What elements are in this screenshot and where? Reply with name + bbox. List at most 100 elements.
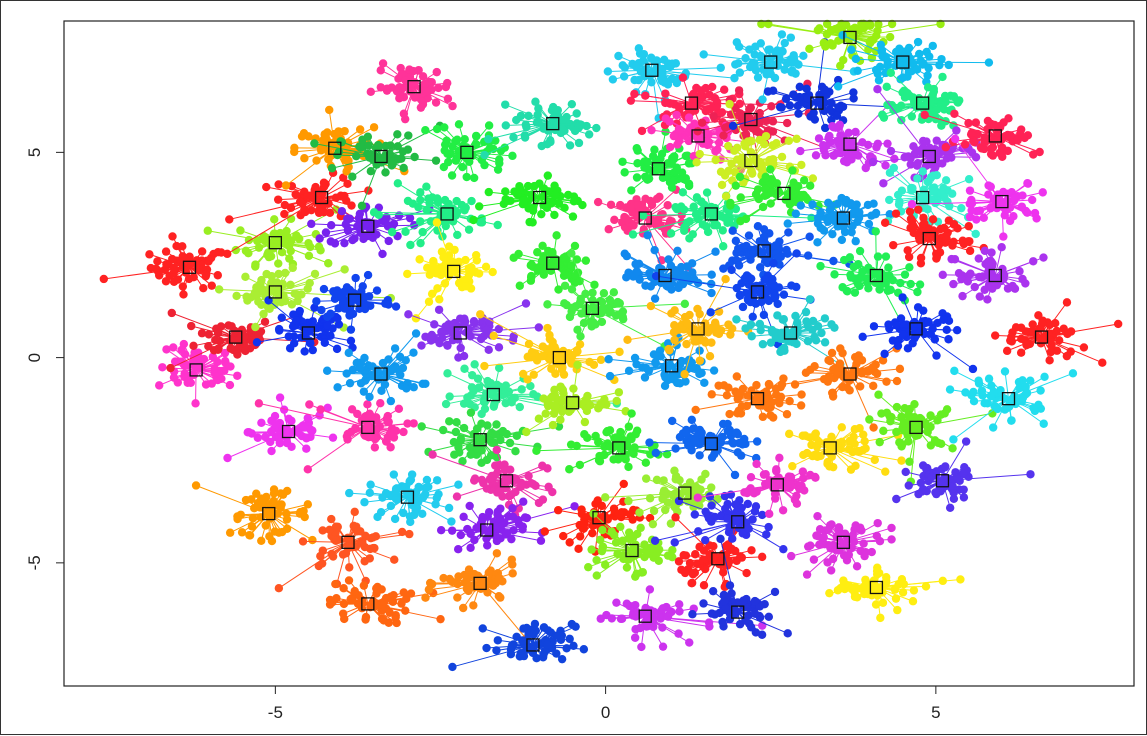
- data-point: [696, 356, 704, 364]
- data-point: [672, 59, 680, 67]
- data-point: [436, 615, 444, 623]
- data-point: [546, 335, 554, 343]
- data-point: [522, 299, 530, 307]
- data-point: [166, 364, 174, 372]
- data-point: [448, 578, 456, 586]
- data-point: [537, 210, 545, 218]
- data-point: [332, 194, 340, 202]
- data-point: [367, 534, 375, 542]
- data-point: [310, 139, 318, 147]
- data-point: [198, 329, 206, 337]
- data-point: [406, 214, 414, 222]
- data-point: [620, 72, 628, 80]
- data-point: [377, 66, 385, 74]
- data-point: [495, 159, 503, 167]
- cluster-18: [345, 470, 463, 526]
- data-point: [340, 127, 348, 135]
- data-point: [326, 596, 334, 604]
- data-point: [373, 513, 381, 521]
- data-point: [468, 383, 476, 391]
- data-point: [641, 604, 649, 612]
- data-point: [452, 322, 460, 330]
- data-point: [640, 553, 648, 561]
- data-point: [406, 241, 414, 249]
- data-point: [387, 397, 395, 405]
- data-point: [623, 600, 631, 608]
- data-point: [479, 624, 487, 632]
- data-point: [278, 313, 286, 321]
- data-point: [358, 202, 366, 210]
- data-point: [482, 644, 490, 652]
- data-point: [661, 382, 669, 390]
- data-point: [616, 523, 624, 531]
- data-point: [322, 228, 330, 236]
- data-point: [502, 121, 510, 129]
- data-point: [299, 507, 307, 515]
- data-point: [585, 130, 593, 138]
- data-point: [407, 589, 415, 597]
- data-point: [554, 506, 562, 514]
- data-point: [229, 346, 237, 354]
- data-point: [448, 171, 456, 179]
- data-point: [381, 168, 389, 176]
- data-point: [615, 348, 623, 356]
- data-point: [395, 405, 403, 413]
- data-point: [561, 282, 569, 290]
- data-point: [513, 432, 521, 440]
- data-point: [351, 274, 359, 282]
- data-point: [587, 545, 595, 553]
- data-point: [569, 384, 577, 392]
- data-point: [162, 247, 170, 255]
- data-point: [492, 420, 500, 428]
- data-point: [367, 167, 375, 175]
- data-point: [639, 568, 647, 576]
- data-point: [707, 289, 715, 297]
- data-point: [543, 324, 551, 332]
- data-point: [347, 428, 355, 436]
- data-point: [378, 250, 386, 258]
- data-point: [397, 599, 405, 607]
- data-point: [461, 135, 469, 143]
- cluster-24: [421, 549, 530, 643]
- data-point: [428, 331, 436, 339]
- data-point: [558, 655, 566, 663]
- data-point: [538, 142, 546, 150]
- data-point: [467, 450, 475, 458]
- data-point: [445, 417, 453, 425]
- data-point: [267, 427, 275, 435]
- data-point: [670, 306, 678, 314]
- data-point: [456, 314, 464, 322]
- data-point: [494, 507, 502, 515]
- data-point: [356, 364, 364, 372]
- data-point: [556, 627, 564, 635]
- data-point: [347, 337, 355, 345]
- cluster-32: [510, 231, 599, 294]
- data-point: [275, 529, 283, 537]
- data-point: [517, 112, 525, 120]
- data-point: [530, 182, 538, 190]
- data-point: [478, 476, 486, 484]
- data-point: [326, 332, 334, 340]
- data-point: [606, 372, 614, 380]
- data-point: [627, 409, 635, 417]
- data-point: [267, 447, 275, 455]
- data-point: [241, 347, 249, 355]
- data-point: [592, 556, 600, 564]
- data-point: [409, 419, 417, 427]
- data-point: [513, 190, 521, 198]
- data-point: [312, 199, 320, 207]
- data-point: [544, 171, 552, 179]
- data-point: [333, 383, 341, 391]
- data-point: [482, 263, 490, 271]
- data-point: [409, 67, 417, 75]
- data-point: [476, 310, 484, 318]
- data-point: [530, 371, 538, 379]
- data-point: [435, 306, 443, 314]
- data-point: [410, 383, 418, 391]
- data-point: [174, 275, 182, 283]
- data-point: [518, 636, 526, 644]
- data-point: [674, 284, 682, 292]
- data-point: [680, 370, 688, 378]
- data-point: [485, 569, 493, 577]
